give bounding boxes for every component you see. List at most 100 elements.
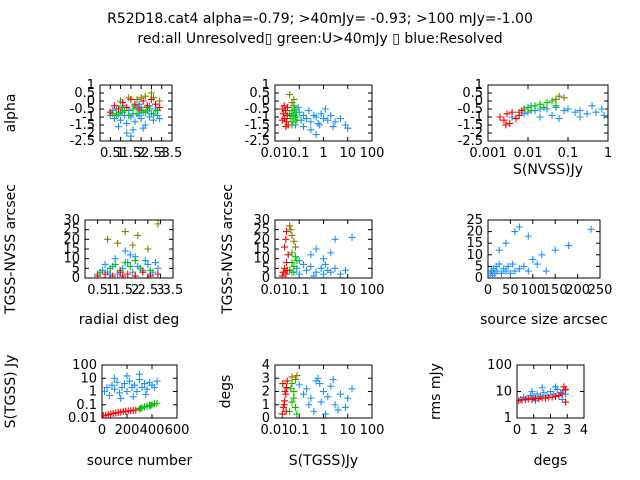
data-point-green (293, 410, 301, 418)
data-point-blue (149, 116, 157, 124)
data-point-green (290, 268, 298, 276)
data-point-olive (552, 95, 560, 103)
data-point-red (562, 398, 570, 406)
data-point-green (291, 253, 299, 261)
data-point-blue (310, 407, 318, 415)
y-tick-label: -2.5 (458, 134, 483, 149)
data-point-green (126, 262, 134, 270)
data-point-blue (153, 377, 161, 385)
data-point-red (528, 395, 536, 403)
x-tick-label: 0 (513, 423, 521, 438)
data-point-blue (588, 102, 596, 110)
data-point-green (536, 100, 544, 108)
data-point-blue (560, 107, 568, 115)
x-tick-label: 10 (339, 146, 356, 161)
data-point-blue (341, 266, 349, 274)
data-point-olive (147, 89, 155, 97)
data-point-red (508, 108, 516, 116)
data-point-red (283, 111, 291, 119)
data-point-olive (286, 222, 294, 230)
y-tick-label: 20 (63, 232, 80, 247)
data-point-blue (127, 132, 135, 140)
x-tick-label: 0.1 (289, 146, 310, 161)
y-axis-label: alpha (3, 94, 19, 133)
data-point-blue (118, 384, 126, 392)
data-point-green (524, 103, 532, 111)
data-point-blue (502, 267, 510, 275)
y-tick-label: 25 (253, 223, 270, 238)
data-point-green (136, 264, 144, 272)
x-tick-label: 0.5 (100, 146, 121, 161)
data-point-blue (320, 388, 327, 395)
data-point-blue (520, 262, 528, 270)
y-tick-label: 5 (262, 261, 270, 276)
data-point-blue (300, 111, 308, 119)
data-point-blue (583, 110, 591, 118)
data-point-blue (504, 262, 512, 270)
data-point-blue (551, 246, 559, 254)
x-tick-label: 2.5 (141, 146, 162, 161)
data-point-red (283, 259, 291, 267)
y-axis-label: TGSS-NVSS arcsec (220, 184, 236, 315)
data-point-blue (108, 381, 116, 389)
x-tick-label: 150 (543, 283, 568, 298)
x-tick-label: 1 (319, 146, 327, 161)
data-point-olive (137, 94, 145, 102)
data-point-blue (300, 260, 308, 268)
x-tick-label: 0.1 (558, 146, 579, 161)
data-point-blue (324, 393, 332, 401)
y-tick-label: 0 (262, 411, 270, 426)
x-axis-label: degs (534, 453, 568, 469)
data-point-red (517, 397, 523, 405)
data-point-green (112, 111, 120, 119)
data-point-blue (121, 247, 129, 255)
data-point-red (283, 377, 291, 385)
y-tick-label: 0.5 (74, 86, 95, 101)
x-axis-label: radial dist deg (79, 312, 179, 328)
data-point-red (282, 235, 290, 243)
x-tick-label: 2 (131, 283, 139, 298)
y-tick-label: 2 (262, 385, 270, 400)
y-tick-label: 20 (466, 225, 483, 240)
x-tick-label: 1 (530, 423, 538, 438)
points-group (488, 223, 595, 278)
data-point-blue (576, 113, 584, 121)
y-tick-label: -1 (470, 110, 483, 125)
data-point-blue (123, 119, 131, 127)
data-point-olive (133, 95, 141, 103)
data-point-blue (131, 381, 138, 389)
y-tick-label: 0 (262, 94, 270, 109)
points-group (517, 383, 570, 406)
y-tick-label: -2 (257, 126, 270, 141)
x-tick-label: 1 (319, 283, 327, 298)
x-tick-label: 100 (360, 283, 385, 298)
x-tick-label: 3 (563, 423, 571, 438)
data-point-red (506, 119, 514, 127)
data-point-blue (506, 269, 514, 277)
data-point-green (293, 116, 301, 124)
y-tick-label: -2 (82, 126, 95, 141)
y-tick-label: 0 (475, 271, 483, 286)
x-tick-label: 100 (520, 283, 545, 298)
data-point-red (115, 105, 123, 113)
plot-frame (487, 84, 609, 142)
data-point-red (101, 270, 109, 278)
data-point-red (281, 388, 289, 395)
data-point-blue (126, 377, 133, 385)
data-point-green (147, 402, 155, 410)
data-point-blue (600, 111, 608, 119)
data-point-blue (540, 389, 548, 397)
scatter-panel-p1: 0.511.522.533.5-2.5-2-1.5-1-0.500.51alph… (3, 78, 182, 161)
data-point-blue (305, 107, 313, 115)
data-point-blue (106, 391, 113, 399)
data-point-red (500, 116, 508, 124)
data-point-blue (327, 382, 335, 390)
data-point-green (149, 110, 157, 118)
data-point-blue (121, 380, 128, 388)
data-point-blue (151, 259, 159, 267)
data-point-green (531, 102, 539, 110)
data-point-olive (154, 220, 162, 228)
data-point-blue (552, 383, 560, 391)
data-point-blue (538, 251, 546, 259)
data-point-red (502, 121, 510, 129)
